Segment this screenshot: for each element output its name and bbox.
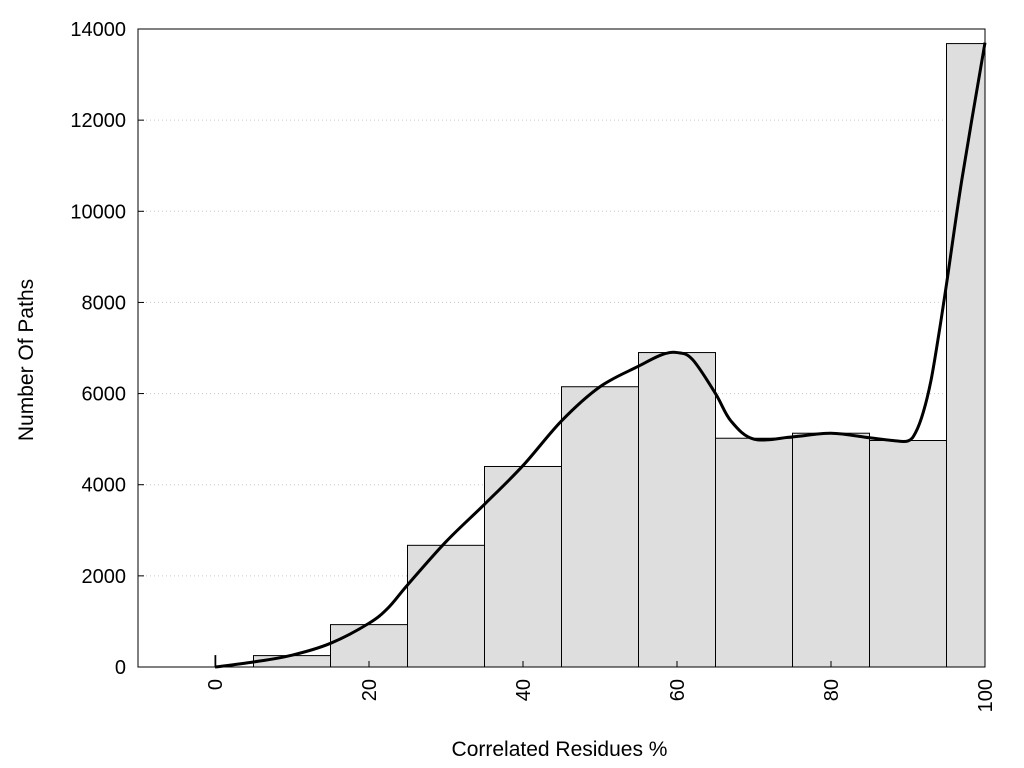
y-tick-label: 10000 (70, 201, 126, 223)
y-tick-label: 2000 (82, 566, 127, 588)
x-tick-label: 20 (359, 679, 381, 701)
y-tick-label: 6000 (82, 384, 127, 406)
histogram-bars (214, 43, 986, 668)
histogram-bar (869, 440, 947, 668)
x-tick-label: 40 (513, 679, 535, 701)
x-tick-label: 100 (975, 679, 997, 712)
histogram-bar (330, 624, 408, 668)
histogram-bar (792, 432, 870, 668)
y-tick-label: 14000 (70, 19, 126, 41)
histogram-bar (715, 437, 793, 668)
x-tick-label: 80 (821, 679, 843, 701)
histogram-bar (638, 352, 716, 668)
fitted-curve-group (214, 42, 987, 669)
x-axis-label: Correlated Residues % (452, 738, 668, 761)
y-axis-label: Number Of Paths (15, 279, 38, 441)
fitted-curve (214, 42, 987, 669)
y-tick-label: 12000 (70, 110, 126, 132)
y-axis-ticks: 0 2000 4000 6000 8000 10000 12000 14000 (70, 19, 144, 679)
x-tick-label: 0 (205, 679, 227, 690)
histogram-bar (484, 465, 562, 668)
y-tick-label: 8000 (82, 292, 127, 314)
y-tick-label: 4000 (82, 475, 127, 497)
y-tick-label: 0 (115, 657, 126, 679)
histogram-bar (407, 544, 485, 668)
x-axis-ticks: 0 20 40 60 80 100 (205, 661, 997, 712)
x-tick-label: 60 (667, 679, 689, 701)
histogram-bar (561, 386, 639, 668)
plot-frame (137, 28, 986, 668)
histogram-bar (946, 43, 986, 668)
